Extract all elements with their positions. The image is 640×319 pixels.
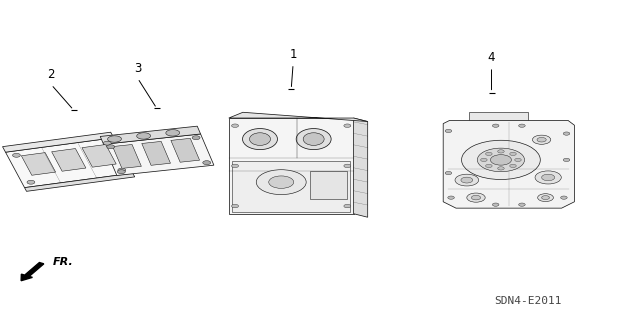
Text: 1: 1: [289, 48, 297, 61]
Ellipse shape: [108, 136, 122, 142]
Circle shape: [518, 124, 525, 127]
Circle shape: [118, 168, 125, 172]
Circle shape: [232, 164, 239, 167]
Circle shape: [455, 174, 479, 186]
Circle shape: [563, 158, 570, 161]
Circle shape: [104, 141, 111, 145]
Circle shape: [477, 148, 525, 172]
Polygon shape: [229, 118, 354, 214]
Circle shape: [498, 150, 504, 153]
Circle shape: [232, 124, 239, 127]
Circle shape: [541, 174, 555, 181]
Circle shape: [27, 180, 35, 184]
Circle shape: [117, 170, 125, 174]
Polygon shape: [100, 126, 200, 144]
Text: 2: 2: [47, 68, 55, 81]
Circle shape: [467, 193, 485, 202]
Ellipse shape: [166, 130, 180, 136]
Polygon shape: [171, 138, 200, 162]
Circle shape: [445, 129, 452, 133]
Circle shape: [518, 203, 525, 206]
Circle shape: [472, 195, 481, 200]
Circle shape: [232, 204, 239, 208]
Polygon shape: [24, 173, 135, 191]
Polygon shape: [113, 145, 141, 168]
Circle shape: [486, 164, 492, 167]
Polygon shape: [470, 112, 529, 120]
Circle shape: [256, 170, 306, 195]
Circle shape: [445, 171, 452, 175]
Circle shape: [563, 132, 570, 135]
Polygon shape: [6, 138, 132, 188]
Text: FR.: FR.: [53, 256, 74, 267]
Circle shape: [492, 124, 499, 127]
Circle shape: [269, 176, 294, 188]
Circle shape: [532, 135, 551, 144]
Circle shape: [535, 171, 561, 184]
Circle shape: [492, 203, 499, 206]
Polygon shape: [229, 112, 367, 122]
Polygon shape: [141, 141, 170, 165]
Circle shape: [561, 196, 567, 199]
Circle shape: [344, 124, 351, 127]
Polygon shape: [443, 120, 575, 208]
Ellipse shape: [296, 129, 331, 150]
Polygon shape: [21, 152, 56, 175]
Ellipse shape: [243, 129, 278, 150]
Circle shape: [538, 194, 554, 202]
Circle shape: [448, 196, 454, 199]
Circle shape: [490, 155, 511, 165]
Circle shape: [537, 137, 546, 142]
Text: 3: 3: [134, 62, 141, 75]
Polygon shape: [52, 149, 86, 171]
Polygon shape: [104, 134, 214, 175]
Circle shape: [107, 145, 115, 149]
Polygon shape: [82, 145, 116, 167]
FancyArrow shape: [21, 263, 44, 281]
Circle shape: [192, 136, 200, 140]
Ellipse shape: [303, 133, 324, 145]
Circle shape: [344, 204, 351, 208]
Circle shape: [461, 177, 473, 183]
Circle shape: [13, 153, 20, 157]
Circle shape: [509, 152, 516, 156]
Circle shape: [461, 140, 540, 180]
Polygon shape: [354, 118, 367, 217]
Text: SDN4-E2011: SDN4-E2011: [494, 296, 562, 307]
Circle shape: [541, 196, 550, 200]
Circle shape: [515, 158, 521, 161]
Polygon shape: [232, 161, 351, 212]
Ellipse shape: [137, 133, 150, 139]
Circle shape: [509, 164, 516, 167]
Ellipse shape: [250, 133, 271, 145]
Polygon shape: [3, 132, 114, 152]
Circle shape: [203, 161, 211, 165]
Circle shape: [344, 164, 351, 167]
Circle shape: [498, 167, 504, 170]
Circle shape: [481, 158, 487, 161]
Text: 4: 4: [488, 51, 495, 64]
Circle shape: [486, 152, 492, 156]
Polygon shape: [310, 171, 348, 199]
